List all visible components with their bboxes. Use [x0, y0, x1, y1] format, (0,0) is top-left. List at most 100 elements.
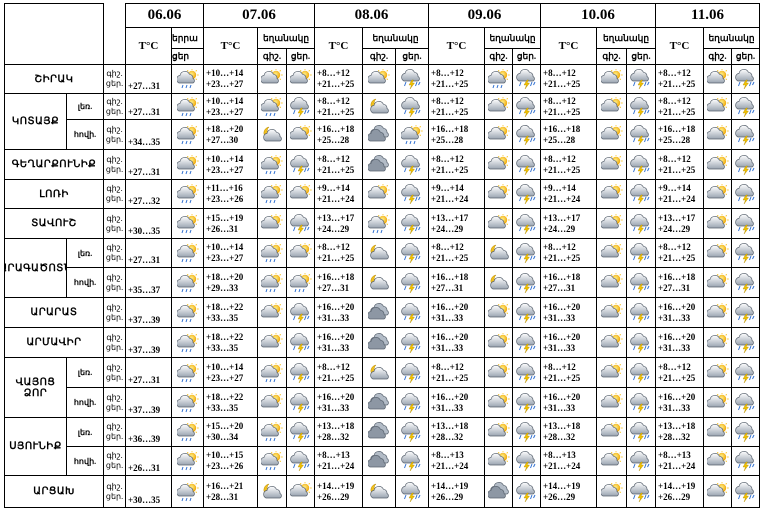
weather-header-label: եղանակը [708, 32, 755, 43]
partly-cloudy-icon [487, 184, 510, 204]
thunderstorm-icon [401, 272, 423, 293]
night-weather-cell [257, 387, 287, 418]
weather-icon-cell [171, 267, 204, 298]
temp-header: T°C [655, 27, 704, 65]
temperature-cell: +8…+12 +21…+25 [655, 238, 704, 268]
thunderstorm-icon [289, 302, 312, 323]
temperature-cell: +16…+20 +31…33 [314, 327, 363, 358]
partly-cloudy-icon [706, 184, 729, 204]
night-weather-cell [362, 208, 396, 239]
region-name: ՇԻՐԱԿ [4, 64, 104, 94]
weather-header: երրա [171, 27, 204, 49]
night-weather-cell [484, 93, 513, 120]
day-weather-cell [731, 417, 760, 447]
temperature-cell: +16…+20 +31…33 [314, 387, 363, 418]
night-weather-cell [596, 208, 627, 239]
temperature-night: +8…+12 [431, 242, 464, 252]
temperature-day: +28…32 [317, 432, 350, 442]
night-weather-cell [362, 357, 396, 388]
temperature-cell: +8…+13 +21…+24 [655, 446, 704, 476]
night-weather-cell [484, 387, 513, 418]
partly-cloudy-icon [261, 392, 283, 413]
temperature-night: +16…+21 [206, 480, 244, 491]
temperature-night: +8…+12 [658, 361, 691, 372]
moon-cloud-icon [261, 482, 283, 502]
temperature-cell: +13…+17 +24…29 [655, 208, 704, 239]
thunderstorm-icon [289, 451, 312, 471]
partly-cloudy-rain-icon [176, 272, 199, 293]
night-weather-cell [257, 446, 287, 476]
night-weather-cell [596, 357, 627, 388]
temperature-cell: +8…+12 +21…+25 [540, 93, 597, 120]
temperature-cell: +8…+12 +21…+25 [428, 357, 485, 388]
partly-cloudy-icon [487, 154, 510, 175]
cloudy-icon [368, 332, 390, 353]
day-weather-cell [286, 267, 315, 298]
temperature-cell: +35…37 [125, 267, 172, 298]
temperature-night: +15…+19 [206, 212, 244, 223]
day-label: ցեր. [105, 253, 124, 262]
partly-cloudy-icon [706, 96, 729, 117]
night-weather-cell [703, 327, 732, 358]
night-weather-cell [484, 327, 513, 358]
temperature-night: +13…+17 [543, 212, 581, 223]
temperature-day: +31…33 [431, 312, 464, 323]
temperature-cell: +16…+18 +27…31 [428, 267, 485, 298]
day-header: ցեր. [286, 48, 315, 65]
thunderstorm-icon [630, 302, 652, 323]
temp-header-label: T°C [446, 40, 467, 52]
temperature-cell: +16…+20 +31…33 [428, 327, 485, 358]
thunderstorm-icon [401, 154, 423, 175]
night-weather-cell [484, 64, 513, 94]
thunderstorm-icon [289, 332, 312, 353]
temperature-night: +16…+20 [543, 391, 581, 402]
day-weather-cell [731, 93, 760, 120]
moon-cloud-icon [261, 125, 283, 145]
partly-cloudy-icon [600, 451, 623, 471]
sun-cloud-rain-icon [368, 213, 390, 234]
temperature-day: +21…+25 [658, 372, 696, 383]
day-weather-cell [395, 93, 429, 120]
day-header: ցեր. [626, 48, 656, 65]
temperature-night: +14…+19 [317, 480, 355, 491]
temperature-day: +37…39 [128, 405, 161, 415]
thunderstorm-icon [630, 481, 652, 502]
temperature-night: +10…+14 [206, 153, 244, 164]
night-weather-cell [484, 297, 513, 328]
night-label: գիշ. [489, 51, 508, 61]
day-weather-cell [286, 93, 315, 120]
day-weather-cell [731, 297, 760, 328]
day-label: ցեր. [105, 134, 124, 144]
thunderstorm-icon [630, 362, 652, 383]
night-weather-cell [362, 387, 396, 418]
thunderstorm-icon [734, 96, 757, 117]
day-label: ցեր. [105, 223, 124, 233]
thunderstorm-icon [630, 392, 652, 413]
night-label: գիշ. [708, 51, 727, 61]
partly-cloudy-icon [289, 69, 312, 89]
thunderstorm-icon [515, 332, 538, 353]
subregion-label: լեռ. [66, 417, 104, 447]
night-weather-cell [257, 149, 287, 180]
night-weather-cell [484, 238, 513, 268]
cloudy-icon [368, 451, 390, 471]
partly-cloudy-icon [600, 154, 623, 175]
temperature-night: +10…+14 [206, 95, 244, 106]
temperature-cell: +8…+12 +21…+25 [314, 149, 363, 180]
temperature-cell: +16…+18 +27…31 [655, 267, 704, 298]
temperature-day: +30…35 [128, 495, 161, 505]
day-weather-cell [626, 327, 656, 358]
temperature-night: +8…+12 [658, 68, 691, 78]
night-label: գիշ. [262, 51, 282, 61]
moon-cloud-icon [368, 363, 390, 383]
day-weather-cell [626, 208, 656, 239]
thunderstorm-icon [401, 332, 423, 353]
temperature-day: +21…+24 [431, 461, 469, 471]
thunderstorm-icon [734, 184, 757, 204]
thunderstorm-icon [401, 481, 423, 502]
night-day-label: գիշ. ցեր. [103, 64, 126, 94]
partly-cloudy-rain-icon [176, 481, 199, 502]
partly-cloudy-icon [368, 184, 390, 204]
temperature-day: +21…+25 [658, 253, 696, 263]
temperature-day: +21…+25 [658, 164, 696, 175]
